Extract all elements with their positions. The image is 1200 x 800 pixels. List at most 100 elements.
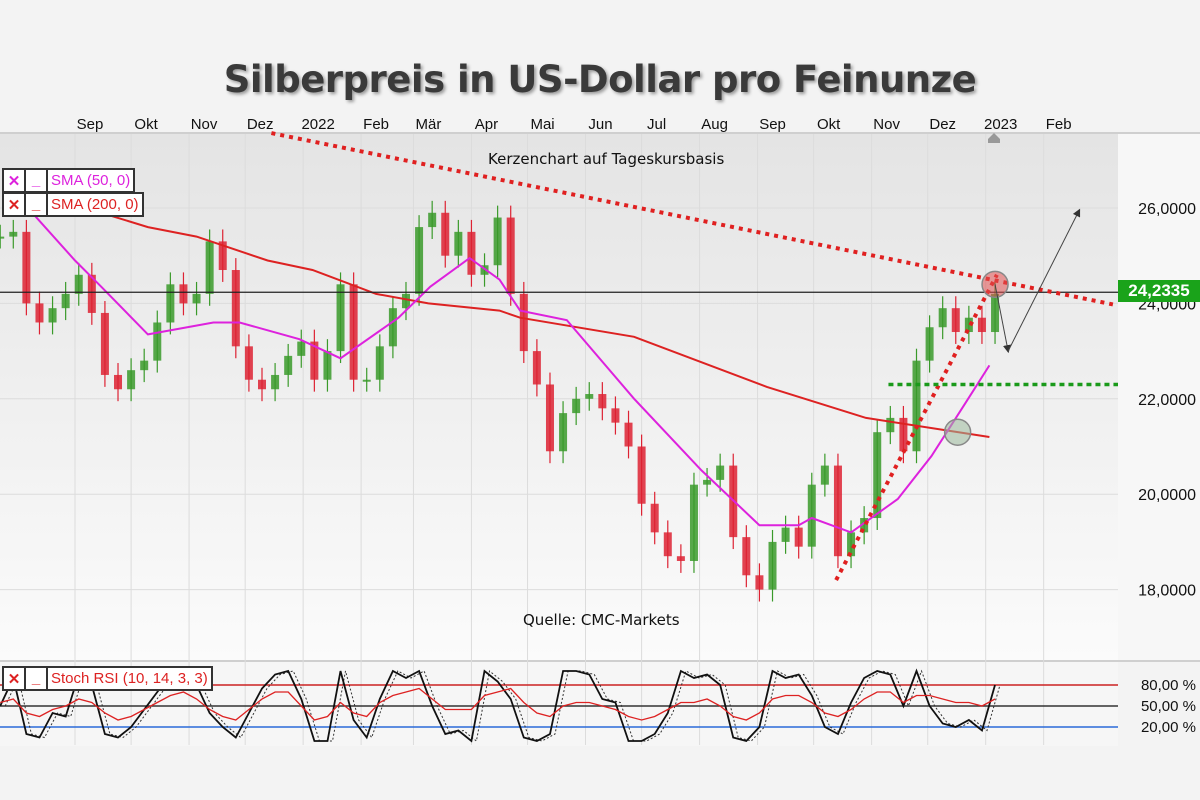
legend-label-stoch: Stoch RSI (10, 14, 3, 3) <box>51 670 208 687</box>
candle-body <box>61 293 70 309</box>
x-icon[interactable]: ✕ <box>4 170 26 191</box>
candle-body <box>323 351 332 380</box>
legend-sma50[interactable]: ✕ _ SMA (50, 0) <box>2 168 136 193</box>
candle-body <box>415 227 424 294</box>
y-tick-label: 26,0000 <box>1138 201 1196 218</box>
x-tick-label: Nov <box>873 116 900 133</box>
y-axis-area <box>1118 134 1200 660</box>
candle-body <box>545 384 554 452</box>
candle-body <box>991 293 1000 333</box>
candle-body <box>977 317 986 333</box>
chart-type-note: Kerzenchart auf Tageskursbasis <box>488 150 725 168</box>
chart-title: Silberpreis in US-Dollar pro Feinunze <box>223 58 977 101</box>
source-note: Quelle: CMC-Markets <box>523 611 680 629</box>
marker-circle <box>943 418 972 446</box>
candle-body <box>624 422 633 447</box>
candle-body <box>899 417 908 452</box>
candle-body <box>310 341 319 380</box>
candle-body <box>951 308 960 333</box>
candle-body <box>938 308 947 328</box>
candle-body <box>820 465 829 485</box>
projection-arrow <box>994 284 1011 354</box>
y-tick-label: 22,0000 <box>1138 392 1196 409</box>
candle-body <box>637 446 646 504</box>
candle-body <box>532 351 541 385</box>
x-tick-label: Dez <box>247 116 274 133</box>
candle-body <box>663 532 672 557</box>
candle-body <box>192 293 201 304</box>
minus-icon[interactable]: _ <box>26 194 48 215</box>
support-trendline <box>834 273 999 582</box>
minus-icon[interactable]: _ <box>26 170 48 191</box>
legend-label-sma200: SMA (200, 0) <box>51 196 139 213</box>
last-price-tag: 24,2335 <box>1118 280 1200 302</box>
candle-body <box>781 527 790 542</box>
x-tick-label: Feb <box>1046 116 1072 133</box>
stoch-tick-label: 20,00 % <box>1141 719 1196 736</box>
x-tick-label: 2022 <box>301 116 334 133</box>
y-tick-label: 20,0000 <box>1138 487 1196 504</box>
legend-sma200[interactable]: ✕ _ SMA (200, 0) <box>2 192 144 217</box>
candle-body <box>493 217 502 266</box>
candle-body <box>258 379 266 390</box>
candle-body <box>585 394 594 399</box>
stoch-rsi-line <box>0 687 996 721</box>
candle-body <box>873 432 882 519</box>
candle-body <box>676 556 685 561</box>
stoch-tick-label: 50,00 % <box>1141 698 1196 715</box>
candle-body <box>847 532 856 557</box>
candle-body <box>807 484 816 547</box>
candle-body <box>153 322 162 361</box>
candle-body <box>794 527 803 547</box>
x-tick-label: Apr <box>475 116 498 133</box>
candle-body <box>205 241 214 294</box>
x-tick-label: Aug <box>701 116 728 133</box>
candle-body <box>179 284 188 304</box>
x-tick-label: Okt <box>134 116 158 133</box>
y-tick-label: 18,0000 <box>1138 583 1196 600</box>
x-tick-label: Mär <box>416 116 442 133</box>
candle-body <box>166 284 175 323</box>
x-tick-label: Jul <box>647 116 666 133</box>
candle-body <box>375 346 384 380</box>
x-tick-label: Sep <box>77 116 104 133</box>
candle-body <box>506 217 515 294</box>
candle-body <box>925 327 934 361</box>
sma50-line <box>29 209 991 534</box>
candle-body <box>689 484 698 561</box>
candle-body <box>519 293 528 352</box>
candle-body <box>362 379 371 382</box>
x-icon[interactable]: ✕ <box>4 194 26 215</box>
candle-body <box>598 394 607 409</box>
candle-body <box>572 398 581 414</box>
home-marker-icon[interactable] <box>988 133 1000 143</box>
candle-body <box>87 274 96 313</box>
candle-body <box>349 284 358 380</box>
candle-body <box>428 212 437 228</box>
candle-body <box>742 537 751 576</box>
candle-body <box>441 212 450 256</box>
candle-body <box>218 241 227 271</box>
x-tick-label: Mai <box>530 116 554 133</box>
minus-icon[interactable]: _ <box>26 668 48 689</box>
x-icon[interactable]: ✕ <box>4 668 26 689</box>
candle-body <box>0 236 5 239</box>
candle-body <box>716 465 725 480</box>
x-tick-label: Okt <box>817 116 841 133</box>
stoch-tick-label: 80,00 % <box>1141 677 1196 694</box>
x-tick-label: Nov <box>191 116 218 133</box>
candle-body <box>454 231 463 256</box>
candle-body <box>127 370 136 390</box>
candle-body <box>114 374 123 390</box>
candle-body <box>559 413 568 452</box>
candle-body <box>336 284 345 352</box>
candle-body <box>833 465 842 557</box>
candle-body <box>231 270 240 347</box>
x-tick-label: Dez <box>929 116 956 133</box>
candle-body <box>755 575 764 590</box>
x-tick-label: 2023 <box>984 116 1017 133</box>
candle-body <box>140 360 149 371</box>
candle-body <box>297 341 306 356</box>
candle-body <box>100 312 109 375</box>
legend-stoch-rsi[interactable]: ✕ _ Stoch RSI (10, 14, 3, 3) <box>2 666 213 691</box>
